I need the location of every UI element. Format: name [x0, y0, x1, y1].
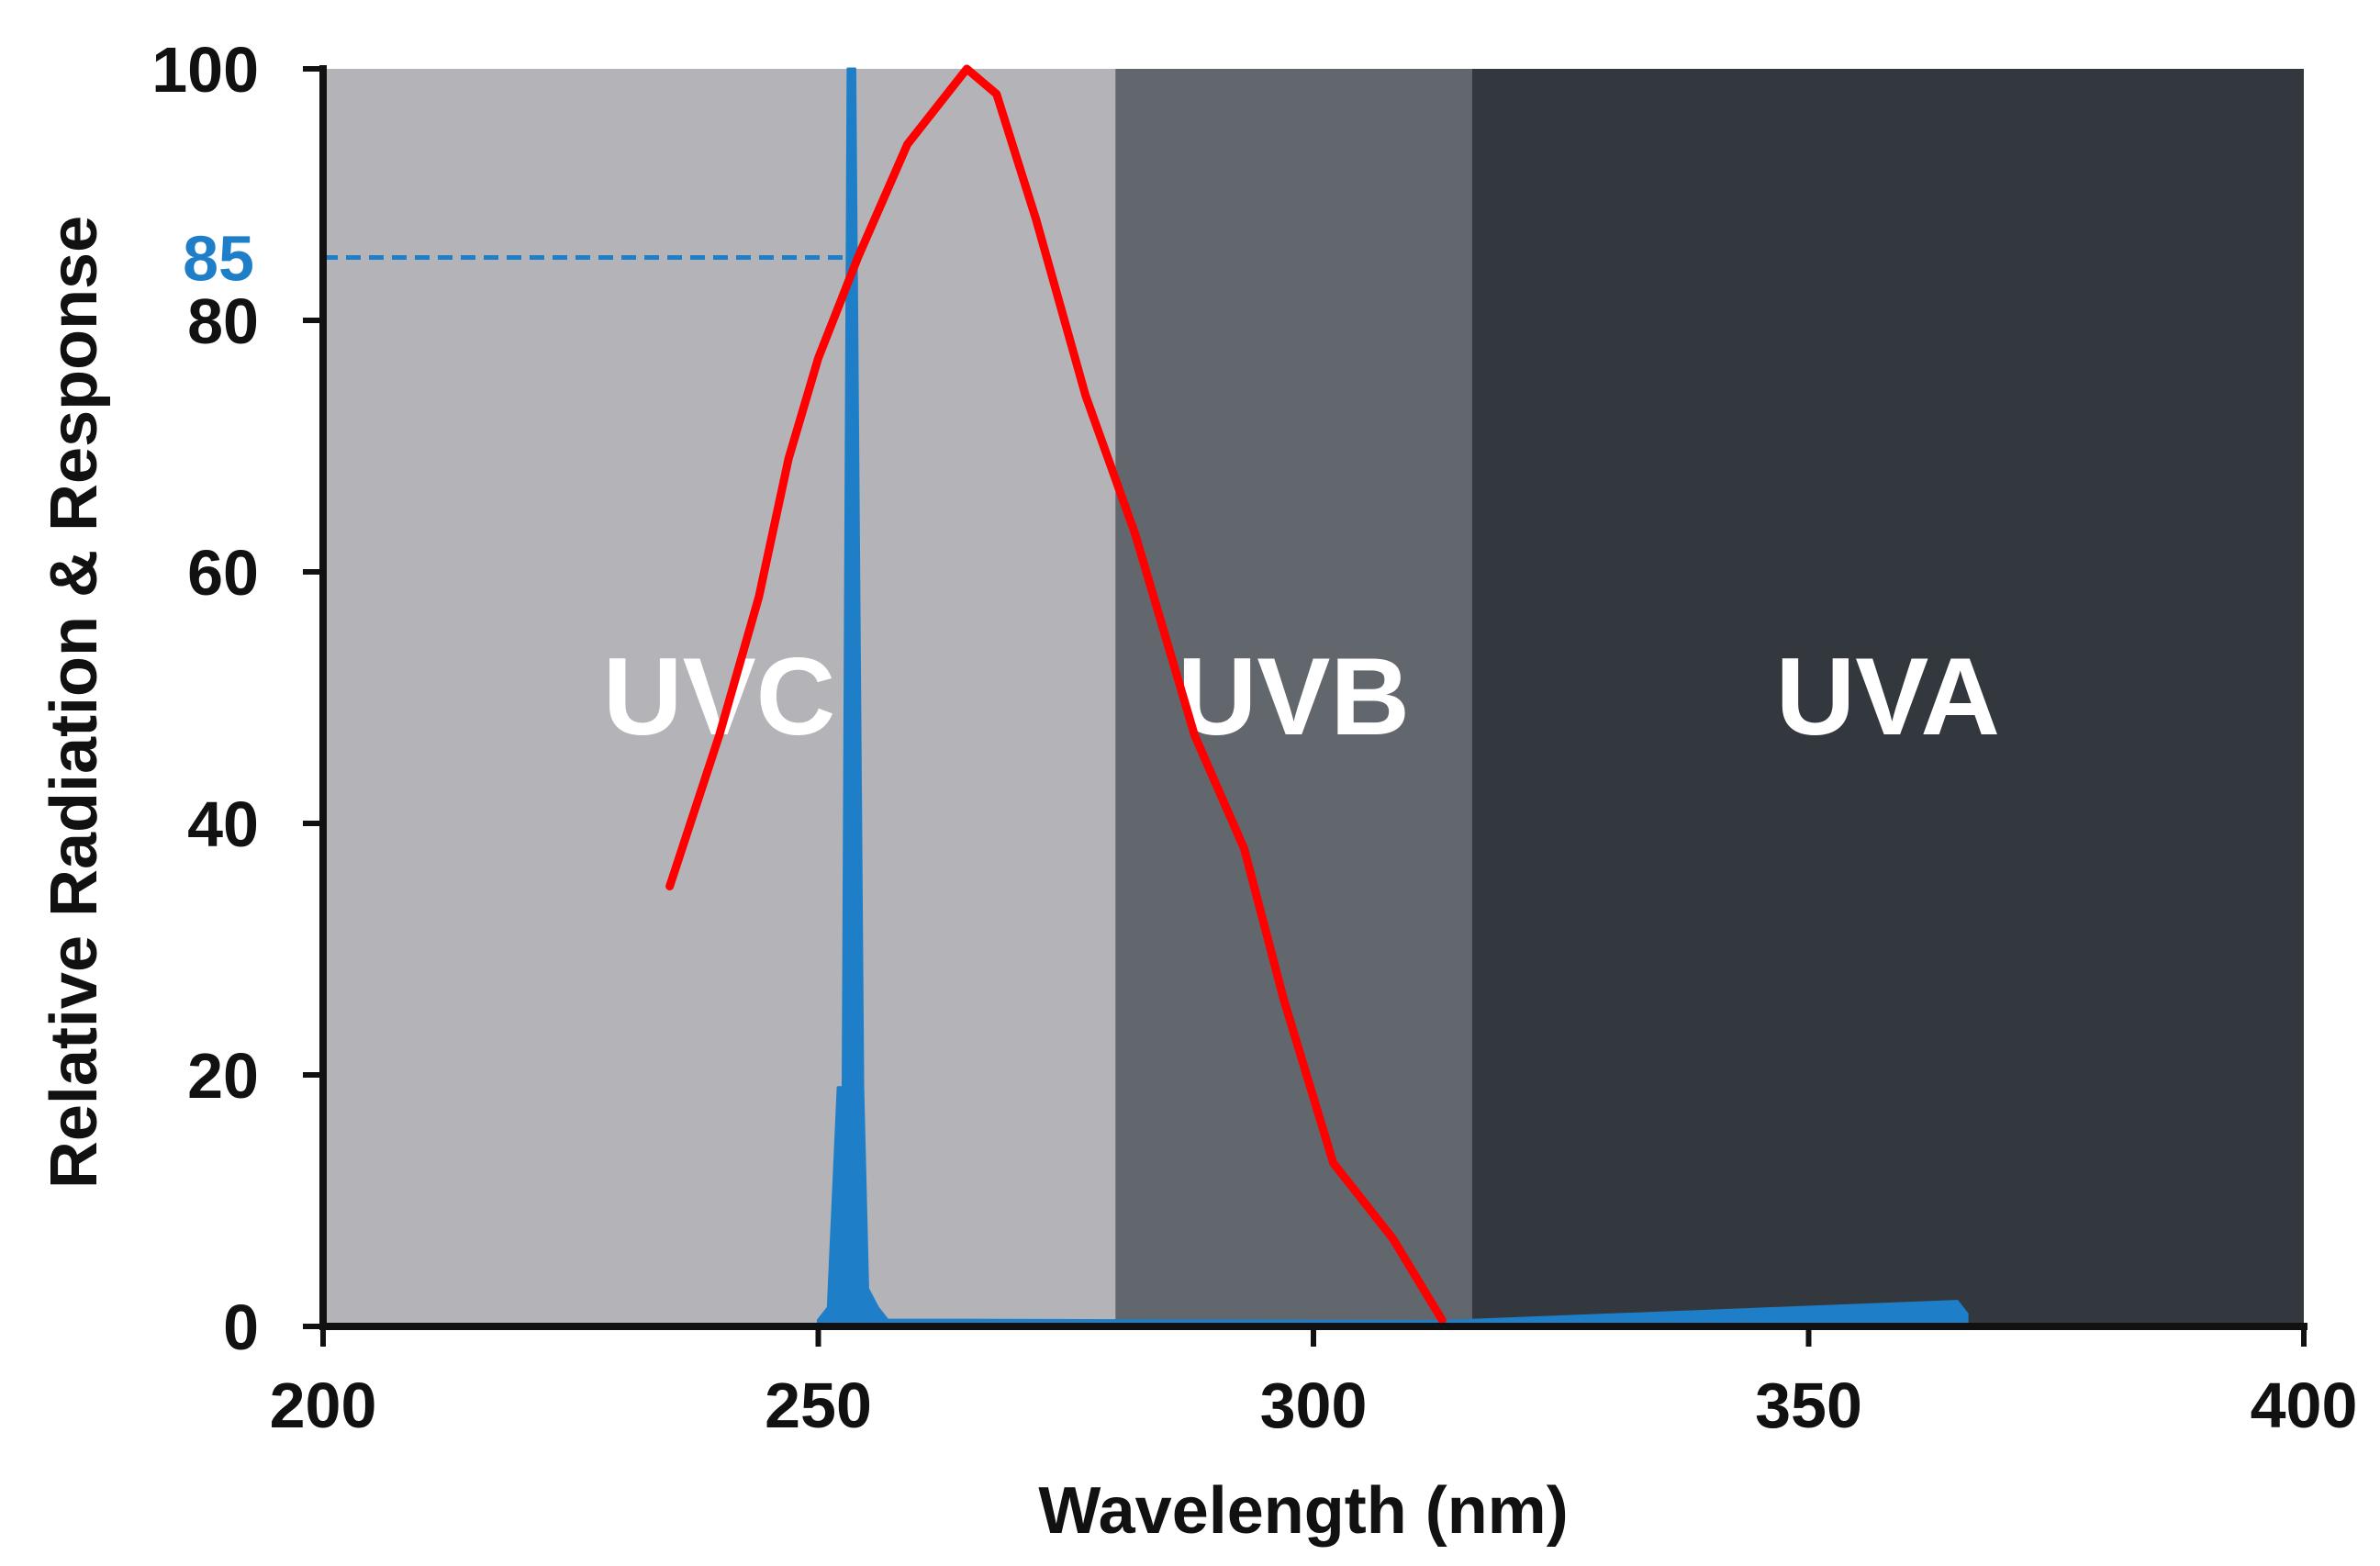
y-axis-ticks: 0 20 40 60 80 100	[151, 34, 323, 1363]
band-labels: UVC UVB UVA	[603, 635, 2000, 758]
x-tick-label: 300	[1260, 1370, 1368, 1441]
y-tick-label: 40	[187, 789, 259, 860]
spectrum-series	[817, 67, 1969, 1328]
x-tick-label: 200	[270, 1370, 377, 1441]
response-series	[665, 64, 1447, 1325]
band-label-uvb: UVB	[1178, 635, 1410, 758]
x-tick-label: 350	[1755, 1370, 1862, 1441]
x-axis-ticks: 200 250 300 350 400	[270, 1326, 2358, 1441]
reference-line-85: 85	[183, 223, 855, 295]
band-uvb	[1115, 69, 1472, 1326]
y-tick-label: 80	[187, 285, 259, 357]
reference-label: 85	[183, 223, 254, 295]
x-axis-title: Wavelength (nm)	[1038, 1474, 1568, 1548]
y-tick-label: 60	[187, 537, 259, 609]
band-uva	[1471, 69, 2304, 1326]
lamp-spectrum	[817, 67, 1969, 1328]
spectral-bands	[323, 69, 2304, 1326]
y-tick-label: 0	[223, 1292, 259, 1363]
y-axis-title: Relative Radiation & Response	[38, 216, 111, 1189]
response-curve	[665, 64, 1447, 1325]
x-tick-label: 250	[765, 1370, 872, 1441]
x-tick-label: 400	[2251, 1370, 2358, 1441]
y-tick-label: 20	[187, 1040, 259, 1112]
y-tick-label: 100	[151, 34, 259, 106]
band-label-uva: UVA	[1776, 635, 2000, 758]
band-uvc	[323, 69, 1116, 1326]
